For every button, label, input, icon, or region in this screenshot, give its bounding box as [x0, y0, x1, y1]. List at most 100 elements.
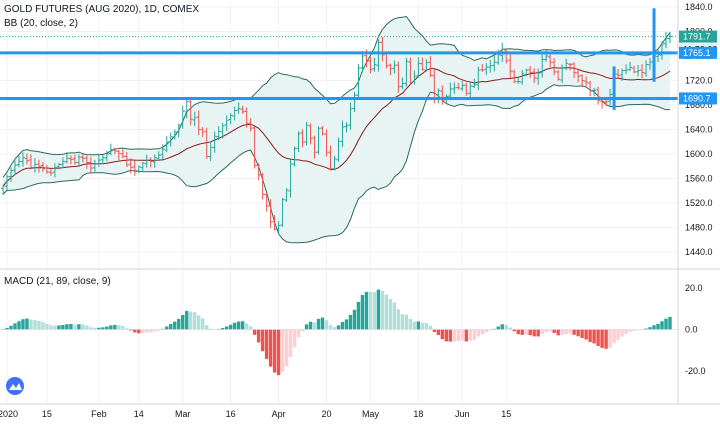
candle-141: [564, 58, 569, 71]
candle-15: [60, 157, 65, 168]
candle-86: [344, 122, 349, 133]
macd-bar-121: [484, 329, 488, 333]
candle-134: [536, 68, 541, 85]
macd-bar-86: [344, 319, 349, 330]
macd-tick-label: 0.0: [685, 325, 698, 335]
price-tick-label: 1680.0: [685, 100, 713, 110]
candle-135: [540, 53, 545, 78]
time-axis-labels: 2020 15 Feb 14 Mar 16 Apr 20 May 18 Jun 15: [0, 409, 511, 419]
macd-bar-163: [652, 325, 656, 330]
candle-73: [292, 146, 297, 167]
macd-bar-41: [165, 326, 169, 330]
candle-123: [492, 55, 497, 72]
macd-bar-59: [236, 321, 241, 330]
macd-bar-1: [5, 327, 9, 330]
candle-102: [408, 57, 413, 85]
candle-114: [456, 82, 461, 90]
macd-bar-85: [340, 321, 345, 330]
bb-lower-line: [2, 84, 671, 244]
macd-bar-10: [41, 322, 45, 330]
macd-bar-114: [456, 329, 461, 342]
candle-74: [296, 131, 301, 152]
candle-76: [304, 121, 309, 146]
macd-bar-88: [352, 309, 357, 330]
candle-64: [256, 163, 261, 181]
macd-bar-27: [109, 325, 113, 330]
macd-bar-143: [572, 329, 576, 335]
macd-bar-72: [288, 329, 293, 358]
macd-bar-43: [173, 321, 177, 330]
macd-bar-104: [416, 321, 421, 330]
candle-44: [176, 123, 181, 138]
macd-bar-112: [448, 329, 453, 342]
candle-80: [320, 125, 325, 136]
macd-bar-151: [604, 329, 608, 349]
macd-bar-116: [464, 329, 469, 342]
candle-97: [388, 63, 393, 76]
macd-bar-133: [532, 329, 536, 337]
candle-35: [140, 161, 145, 173]
macd-bar-157: [628, 329, 632, 332]
candle-126: [504, 48, 509, 64]
candle-36: [144, 154, 149, 168]
macd-bar-120: [480, 329, 484, 335]
macd-bar-65: [260, 329, 265, 352]
candle-32: [128, 158, 133, 174]
candle-62: [248, 117, 253, 132]
candle-145: [580, 74, 585, 88]
candle-89: [356, 64, 361, 100]
candle-38: [152, 154, 157, 168]
candle-140: [560, 64, 565, 84]
candle-10: [40, 162, 45, 172]
candle-71: [284, 188, 289, 202]
candle-87: [348, 103, 353, 130]
candle-93: [372, 57, 377, 72]
candle-9: [36, 159, 41, 173]
candle-66: [264, 192, 269, 212]
macd-bar-132: [528, 329, 532, 336]
time-tick-label: Jun: [455, 409, 470, 419]
candle-116: [464, 82, 469, 96]
macd-bar-84: [336, 325, 341, 330]
macd-bar-56: [224, 326, 229, 330]
macd-bar-47: [189, 311, 193, 330]
time-tick-label: 16: [226, 409, 236, 419]
candle-106: [424, 59, 429, 72]
macd-bar-106: [424, 323, 429, 330]
macd-bar-131: [524, 329, 528, 335]
candle-99: [396, 61, 401, 93]
macd-bar-7: [29, 319, 33, 330]
macd-bar-67: [268, 329, 273, 367]
candle-139: [556, 70, 561, 81]
candle-5: [20, 152, 25, 167]
candle-57: [228, 113, 233, 125]
macd-bar-44: [177, 318, 181, 330]
macd-bar-37: [149, 329, 153, 333]
macd-bar-155: [620, 329, 624, 337]
time-tick-label: 2020: [0, 409, 18, 419]
candle-69: [276, 221, 281, 235]
candle-19: [76, 154, 81, 166]
candle-147: [588, 81, 593, 97]
macd-bar-76: [304, 324, 309, 330]
candle-16: [64, 152, 69, 164]
macd-bar-139: [556, 329, 560, 336]
candle-121: [484, 63, 489, 76]
candle-165: [660, 41, 665, 60]
macd-bar-109: [436, 329, 441, 336]
macd-bar-61: [244, 323, 249, 330]
candle-14: [56, 162, 61, 170]
macd-bar-137: [548, 329, 552, 332]
candle-29: [116, 149, 121, 161]
candle-94: [376, 39, 381, 72]
time-tick-label: 15: [501, 409, 511, 419]
last-price-badge: 1791.7: [683, 32, 711, 42]
candle-43: [172, 129, 177, 140]
candle-60: [240, 105, 245, 114]
candle-150: [600, 98, 605, 109]
macd-bar-20: [81, 324, 85, 330]
macd-bar-12: [49, 325, 53, 330]
candle-98: [392, 60, 397, 74]
macd-bar-166: [664, 318, 668, 330]
